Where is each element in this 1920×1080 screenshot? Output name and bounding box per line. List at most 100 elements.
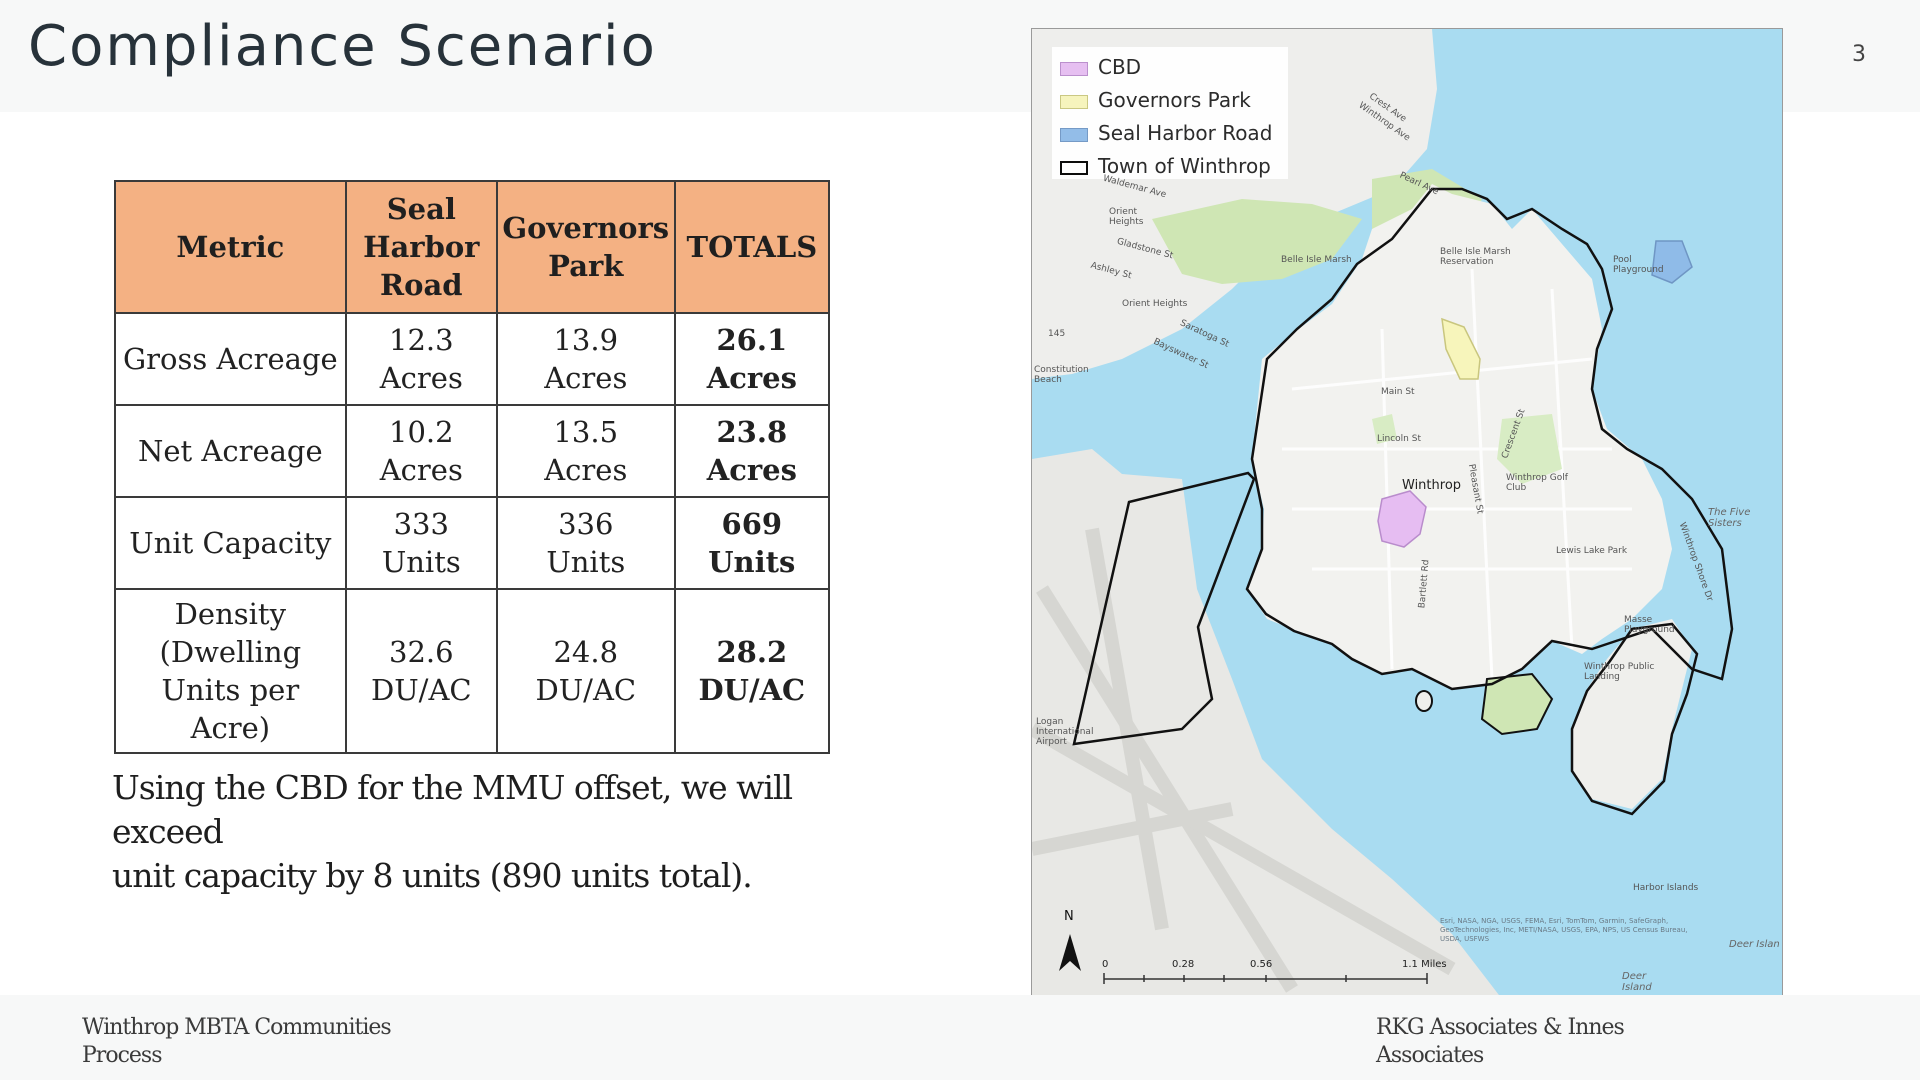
cell-line: Units per — [161, 673, 300, 707]
cell-line: Acres — [544, 361, 628, 395]
area-cbd — [1377, 490, 1427, 548]
header-line: Park — [548, 249, 624, 283]
cell-line: Units — [708, 545, 796, 579]
cell-line: DU/AC — [698, 673, 806, 707]
scale-bar — [1103, 973, 1428, 984]
legend-swatch — [1060, 161, 1088, 175]
map-attribution: Esri, NASA, NGA, USGS, FEMA, Esri, TomTo… — [1440, 917, 1688, 943]
cell-totals: 26.1 Acres — [673, 312, 831, 406]
cell-line: (Dwelling — [159, 635, 302, 669]
legend-label: Governors Park — [1098, 88, 1251, 112]
cell-line: Units — [381, 545, 461, 579]
cell-line: 336 — [558, 507, 614, 541]
page-number: 3 — [1852, 42, 1866, 67]
area-seal-harbor-road — [1651, 240, 1693, 284]
map-graphic — [1032, 29, 1734, 999]
header-line: Harbor — [363, 230, 480, 264]
map-label-main-st: Main St — [1381, 387, 1415, 397]
cell-line: Unit Capacity — [129, 526, 332, 560]
cell-governors-park: 13.9 Acres — [495, 312, 676, 406]
map-label-constitution-beach: Constitution Beach — [1034, 365, 1089, 385]
header-line: Seal — [386, 192, 456, 226]
map-label-harbor-islands: Harbor Islands — [1633, 883, 1699, 893]
table-header-row: Metric Seal Harbor Road Governors Park T… — [114, 180, 831, 314]
header-line: Governors — [502, 211, 670, 245]
map-label-orient-heights: Orient Heights — [1122, 299, 1188, 309]
cell-line: Net Acreage — [138, 434, 323, 468]
cell-line: Acres — [706, 361, 797, 395]
legend-label: Town of Winthrop — [1098, 154, 1271, 178]
legend-swatch — [1060, 128, 1088, 142]
cell-line: 13.5 — [553, 415, 619, 449]
cell-seal-harbor: 12.3 Acres — [344, 312, 498, 406]
area-governors-park — [1441, 317, 1481, 380]
cell-seal-harbor: 32.6 DU/AC — [344, 588, 498, 754]
header-metric: Metric — [114, 180, 347, 314]
table-row: Net Acreage 10.2 Acres 13.5 Acres 23.8 Acre… — [114, 404, 831, 498]
cell-governors-park: 336 Units — [495, 496, 676, 590]
cell-line: 333 — [393, 507, 449, 541]
map-label-lincoln-st: Lincoln St — [1377, 434, 1421, 444]
cell-line: 669 — [721, 507, 783, 541]
park-golf — [1497, 414, 1562, 484]
table-row: Unit Capacity 333 Units 336 Units 669 Units — [114, 496, 831, 590]
cell-metric: Unit Capacity — [114, 496, 347, 590]
metrics-table: Metric Seal Harbor Road Governors Park T… — [114, 180, 831, 754]
map-label-logan: Logan International Airport — [1036, 717, 1094, 747]
cell-line: 28.2 — [716, 635, 788, 669]
cell-line: DU/AC — [370, 673, 472, 707]
footer-right: RKG Associates & Innes Associates — [1376, 1014, 1676, 1070]
deer-island-boundary — [1570, 622, 1699, 816]
footer-left: Winthrop MBTA Communities Process — [82, 1014, 402, 1070]
summary-note: Using the CBD for the MMU offset, we wil… — [112, 766, 872, 898]
scale-label: 0 — [1102, 959, 1109, 970]
slide-title: Compliance Scenario — [28, 14, 657, 79]
cell-line: Acres — [379, 453, 463, 487]
map-label-belle-isle-res: Belle Isle Marsh Reservation — [1440, 247, 1511, 267]
cell-metric: Net Acreage — [114, 404, 347, 498]
cell-line: 32.6 — [389, 635, 454, 669]
table-row: Gross Acreage 12.3 Acres 13.9 Acres 26.1 Ac… — [114, 312, 831, 406]
map-label-deer-island-2: Deer Islan — [1729, 939, 1780, 950]
cell-line: 12.3 — [389, 323, 454, 357]
cell-seal-harbor: 333 Units — [344, 496, 498, 590]
note-line: unit capacity by 8 units (890 units tota… — [112, 856, 753, 895]
map-label-winthrop: Winthrop — [1402, 478, 1462, 493]
cell-line: 26.1 — [716, 323, 788, 357]
cell-line: Units — [546, 545, 626, 579]
footer-line: Associates — [1376, 1043, 1484, 1068]
cell-line: Acre) — [190, 711, 271, 745]
cell-line: Acres — [379, 361, 463, 395]
header-totals: TOTALS — [673, 180, 831, 314]
map-label-golf: Winthrop Golf Club — [1506, 473, 1568, 493]
scale-label: 0.56 — [1250, 959, 1273, 970]
legend-swatch — [1060, 95, 1088, 109]
cell-line: Density — [174, 597, 286, 631]
north-label: N — [1064, 909, 1074, 924]
note-line: Using the CBD for the MMU offset, we wil… — [112, 768, 793, 851]
map-label-lewis-lake: Lewis Lake Park — [1556, 546, 1628, 556]
cell-line: Acres — [706, 453, 797, 487]
cell-governors-park: 24.8 DU/AC — [495, 588, 676, 754]
map-label-masse: Masse Playground — [1624, 615, 1675, 635]
park-belle-isle — [1152, 199, 1362, 284]
park-small — [1372, 414, 1397, 444]
header-metric-text: Metric — [176, 230, 285, 264]
cell-line: 13.9 — [553, 323, 619, 357]
scale-label: 1.1 Miles — [1402, 959, 1447, 970]
footer-line: Winthrop MBTA Communities — [82, 1015, 392, 1040]
cell-seal-harbor: 10.2 Acres — [344, 404, 498, 498]
legend-label: CBD — [1098, 55, 1142, 79]
footer-line: RKG Associates & Innes — [1376, 1015, 1625, 1040]
table-row: Density (Dwelling Units per Acre) 32.6 DU… — [114, 588, 831, 754]
scale-label: 0.28 — [1172, 959, 1195, 970]
winthrop-map: CBD Governors Park Seal Harbor Road Town… — [1031, 28, 1783, 1000]
map-label-public-landing: Winthrop Public Landing — [1584, 662, 1655, 682]
map-label-five-sisters: The Five Sisters — [1708, 507, 1751, 529]
cell-line: Acres — [544, 453, 628, 487]
cell-line: Gross Acreage — [122, 342, 338, 376]
map-label-belle-isle: Belle Isle Marsh — [1281, 255, 1352, 265]
north-arrow-icon — [1059, 934, 1081, 971]
airport-boundary — [1072, 471, 1256, 746]
cell-metric: Gross Acreage — [114, 312, 347, 406]
